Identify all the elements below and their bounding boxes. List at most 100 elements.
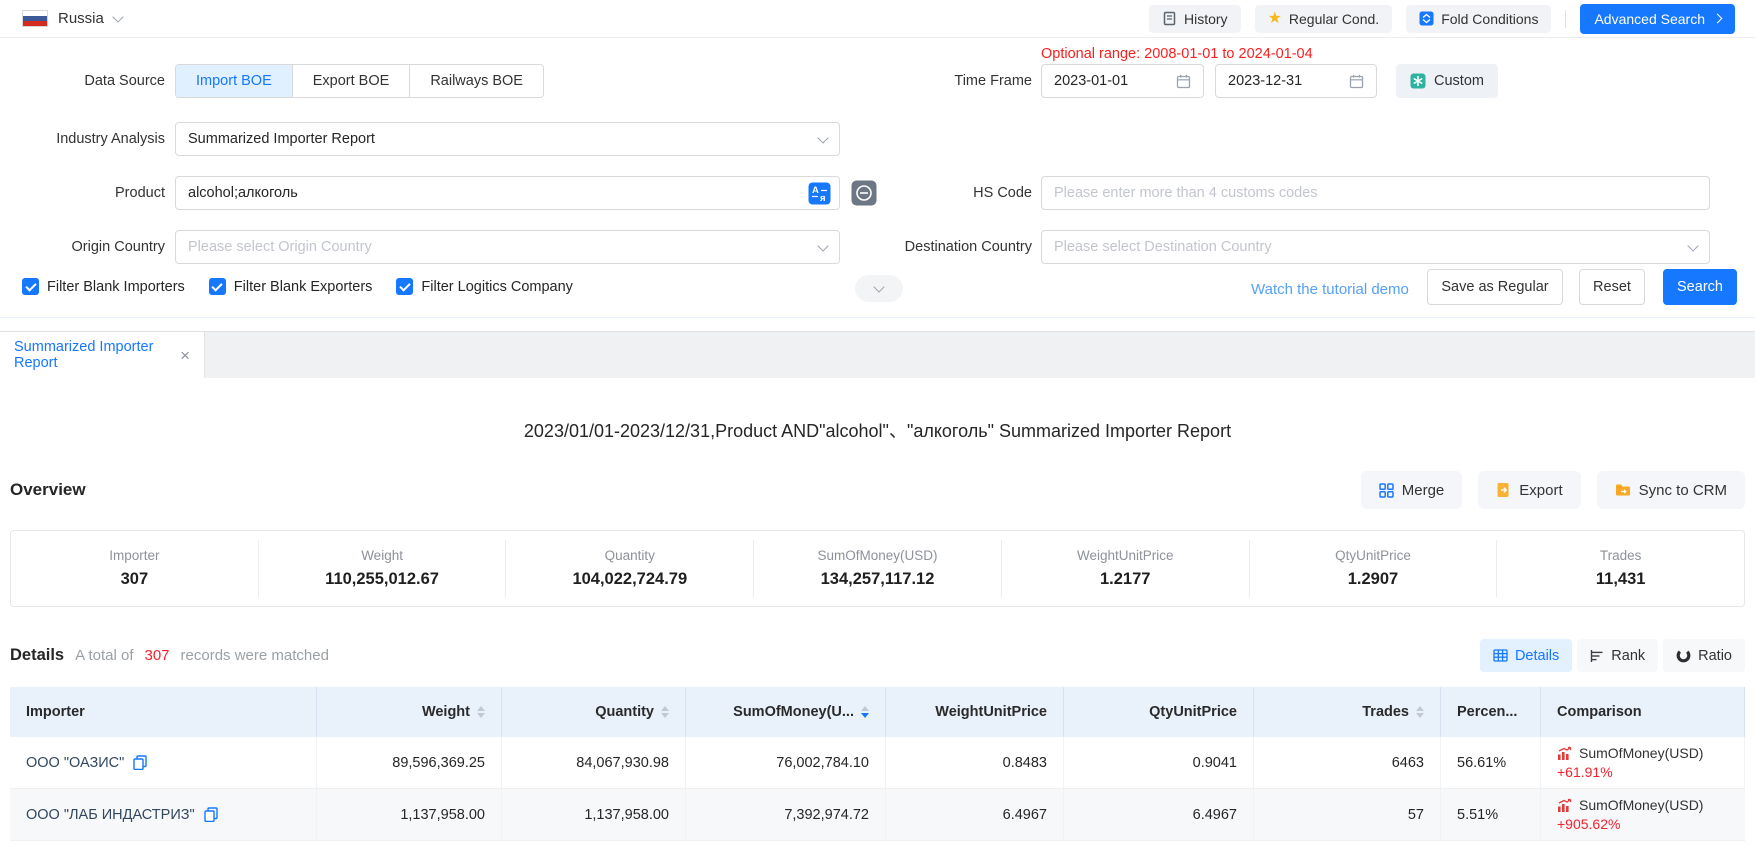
view-rank-button[interactable]: Rank — [1577, 639, 1659, 672]
collapse-conditions-button[interactable] — [855, 275, 903, 302]
result-tabstrip: Summarized Importer Report × — [0, 331, 1755, 378]
tab-export-boe[interactable]: Export BOE — [292, 65, 411, 97]
comparison-cell: SumOfMoney(USD) +905.62% — [1541, 789, 1745, 841]
copy-icon[interactable] — [203, 807, 218, 822]
topbar-actions: History ★ Regular Cond. Fold Conditions … — [1149, 3, 1735, 34]
details-table: Importer Weight Quantity SumOfMoney(U...… — [10, 687, 1745, 841]
overview-stats-card: Importer 307 Weight 110,255,012.67 Quant… — [10, 530, 1745, 607]
filter-logitics-company-checkbox[interactable]: Filter Logitics Company — [396, 278, 573, 295]
industry-analysis-select[interactable]: Summarized Importer Report — [175, 122, 840, 156]
chevron-down-icon — [1687, 239, 1699, 252]
col-weight[interactable]: Weight — [317, 687, 502, 737]
comparison-change: +905.62% — [1557, 816, 1621, 832]
close-icon[interactable]: × — [180, 345, 190, 365]
regular-cond-button[interactable]: ★ Regular Cond. — [1254, 4, 1393, 33]
weight-unit-price-cell: 0.8483 — [886, 737, 1064, 789]
custom-label: Custom — [1434, 73, 1484, 89]
col-percent[interactable]: Percen... — [1441, 687, 1541, 737]
view-ratio-label: Ratio — [1698, 647, 1732, 664]
col-label: Weight — [421, 704, 470, 720]
destination-country-select[interactable]: Please select Destination Country — [1041, 230, 1710, 264]
stat-label: Trades — [1599, 548, 1642, 563]
filter-blank-importers-checkbox[interactable]: Filter Blank Importers — [22, 278, 185, 295]
stat-quantity: Quantity 104,022,724.79 — [505, 540, 753, 597]
divider — [1565, 9, 1567, 28]
date-to-input[interactable]: 2023-12-31 — [1215, 64, 1377, 98]
advanced-search-button[interactable]: Advanced Search — [1580, 3, 1735, 34]
chevron-down-icon — [112, 11, 124, 23]
tab-summarized-importer-report[interactable]: Summarized Importer Report × — [0, 332, 205, 378]
origin-country-placeholder: Please select Origin Country — [188, 239, 372, 255]
view-ratio-button[interactable]: Ratio — [1663, 639, 1745, 672]
tab-label: Summarized Importer Report — [14, 339, 154, 371]
tab-import-boe[interactable]: Import BOE — [176, 65, 293, 97]
weight-cell: 1,137,958.00 — [317, 789, 502, 841]
importer-name: ООО "ЛАБ ИНДАСТРИЗ" — [26, 806, 195, 823]
checkbox-checked-icon — [208, 278, 226, 295]
details-table-icon — [1493, 649, 1508, 662]
importer-name-cell[interactable]: ООО "ОАЗИС" — [10, 737, 317, 789]
country-selector[interactable]: Russia — [22, 10, 124, 27]
date-from-input[interactable]: 2023-01-01 — [1041, 64, 1204, 98]
importer-name-cell[interactable]: ООО "ЛАБ ИНДАСТРИЗ" — [10, 789, 317, 841]
col-label: Comparison — [1557, 704, 1642, 720]
save-as-regular-button[interactable]: Save as Regular — [1427, 269, 1563, 305]
col-quantity[interactable]: Quantity — [502, 687, 686, 737]
hs-code-input[interactable]: Please enter more than 4 customs codes — [1041, 176, 1710, 210]
filter-blank-exporters-label: Filter Blank Exporters — [233, 278, 373, 295]
stat-value: 11,431 — [1595, 570, 1646, 588]
reset-button[interactable]: Reset — [1579, 269, 1645, 305]
stat-weight: Weight 110,255,012.67 — [257, 540, 506, 597]
history-button[interactable]: History — [1149, 4, 1241, 33]
export-label: Export — [1519, 481, 1563, 499]
fold-conditions-icon — [1419, 11, 1434, 26]
destination-country-placeholder: Please select Destination Country — [1054, 239, 1272, 255]
sort-carets-icon — [661, 705, 669, 719]
col-weight-unit-price[interactable]: WeightUnitPrice — [886, 687, 1064, 737]
col-qty-unit-price[interactable]: QtyUnitPrice — [1064, 687, 1254, 737]
tab-railways-boe[interactable]: Railways BOE — [410, 65, 543, 97]
col-sum-of-money[interactable]: SumOfMoney(U... — [686, 687, 886, 737]
export-button[interactable]: Export — [1478, 471, 1581, 509]
stat-value: 1.2177 — [1100, 570, 1151, 588]
circled-minus-icon[interactable] — [851, 180, 877, 206]
search-button[interactable]: Search — [1663, 269, 1737, 305]
stat-qty-unit-price: QtyUnitPrice 1.2907 — [1248, 540, 1497, 597]
sync-to-crm-button[interactable]: Sync to CRM — [1596, 471, 1745, 509]
merge-button[interactable]: Merge — [1360, 471, 1463, 509]
industry-analysis-value: Summarized Importer Report — [188, 131, 375, 147]
col-label: Importer — [26, 704, 85, 720]
sort-carets-icon — [1416, 705, 1424, 719]
fold-conditions-button[interactable]: Fold Conditions — [1406, 4, 1552, 33]
industry-analysis-label: Industry Analysis — [56, 131, 165, 147]
sum-of-money-cell: 76,002,784.10 — [686, 737, 886, 789]
tutorial-demo-link[interactable]: Watch the tutorial demo — [1251, 281, 1409, 298]
copy-icon[interactable] — [133, 755, 147, 770]
origin-country-select[interactable]: Please select Origin Country — [175, 230, 840, 264]
view-details-button[interactable]: Details — [1479, 639, 1573, 672]
stat-weight-unit-price: WeightUnitPrice 1.2177 — [1000, 540, 1249, 597]
calendar-icon — [1349, 74, 1364, 88]
overview-title: Overview — [10, 480, 86, 499]
russia-flag-icon — [22, 10, 48, 27]
search-panel: Optional range: 2008-01-01 to 2024-01-04… — [0, 38, 1755, 318]
data-source-label: Data Source — [84, 73, 165, 89]
col-comparison[interactable]: Comparison — [1541, 687, 1745, 737]
topbar: Russia History ★ Regular Cond. Fold Cond… — [0, 0, 1755, 38]
hs-code-placeholder: Please enter more than 4 customs codes — [1054, 185, 1318, 201]
stat-value: 134,257,117.12 — [820, 570, 935, 588]
comparison-change: +61.91% — [1557, 764, 1613, 780]
col-importer[interactable]: Importer — [10, 687, 317, 737]
regular-cond-label: Regular Cond. — [1288, 10, 1380, 27]
col-label: QtyUnitPrice — [1149, 704, 1237, 720]
filter-blank-exporters-checkbox[interactable]: Filter Blank Exporters — [208, 278, 373, 295]
col-trades[interactable]: Trades — [1254, 687, 1441, 737]
trades-cell: 6463 — [1254, 737, 1441, 789]
svg-text:я: я — [820, 193, 826, 204]
custom-range-button[interactable]: Custom — [1396, 64, 1498, 98]
calendar-icon — [1176, 74, 1191, 88]
comparison-metric: SumOfMoney(USD) — [1579, 745, 1704, 761]
svg-text:A: A — [812, 185, 819, 196]
